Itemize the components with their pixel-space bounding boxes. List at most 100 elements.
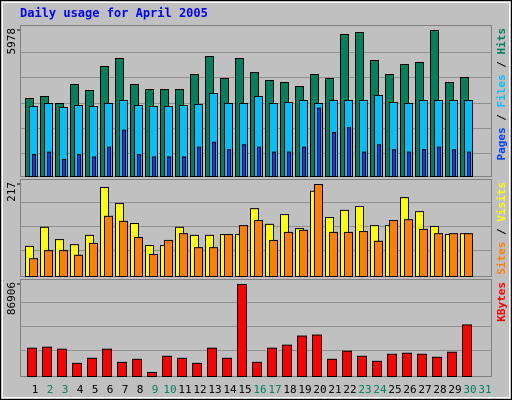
bar: [374, 240, 383, 278]
bar: [32, 154, 36, 178]
bar: [362, 151, 366, 178]
bar: [329, 231, 338, 278]
x-tick-label: 3: [62, 383, 69, 396]
bar: [107, 146, 111, 177]
bar: [372, 360, 382, 377]
bar: [327, 358, 337, 377]
bar: [257, 146, 261, 177]
bar: [392, 149, 396, 177]
legend-separator: /: [495, 55, 508, 75]
x-tick-label: 18: [283, 383, 296, 396]
x-tick-label: 10: [163, 383, 176, 396]
bar: [419, 228, 428, 277]
legend: Pages / Files / Hits: [495, 28, 508, 161]
bar: [192, 362, 202, 378]
bar: [449, 233, 458, 277]
bar: [194, 247, 203, 277]
x-tick-label: 8: [137, 383, 144, 396]
x-tick-label: 25: [388, 383, 401, 396]
bar: [237, 284, 247, 377]
bar: [44, 250, 53, 277]
bar: [432, 356, 442, 378]
bar: [422, 149, 426, 177]
x-tick-label: 15: [238, 383, 251, 396]
bar: [272, 151, 276, 178]
x-tick-label: 7: [122, 383, 129, 396]
bar: [134, 236, 143, 277]
bar: [132, 358, 142, 377]
bar: [462, 324, 472, 377]
x-tick-label: 9: [152, 383, 159, 396]
bar: [197, 146, 201, 177]
bar: [137, 154, 141, 178]
x-tick-label: 23: [358, 383, 371, 396]
bar: [177, 357, 187, 377]
x-tick-label: 11: [178, 383, 191, 396]
bar: [74, 254, 83, 278]
panel: [20, 279, 492, 377]
bar: [447, 351, 457, 377]
bar: [357, 355, 367, 378]
bar: [464, 233, 473, 277]
x-tick-label: 28: [433, 383, 446, 396]
bar: [102, 348, 112, 378]
bar: [242, 144, 246, 177]
y-tick-label: 217: [5, 182, 18, 202]
x-tick-label: 14: [223, 383, 237, 396]
x-tick-label: 17: [268, 383, 281, 396]
x-tick-label: 21: [328, 383, 341, 396]
legend-label: KBytes: [495, 282, 508, 322]
legend: KBytes: [495, 282, 508, 322]
bar: [227, 149, 231, 177]
bar: [332, 132, 336, 177]
legend-label: Sites: [495, 242, 508, 275]
bar: [224, 234, 233, 277]
bar: [239, 225, 248, 277]
bar: [62, 158, 66, 177]
bar: [27, 347, 37, 377]
bar: [344, 231, 353, 278]
legend-label: Files: [495, 74, 508, 107]
bar: [287, 151, 291, 178]
bar: [402, 352, 412, 378]
bar: [122, 129, 126, 178]
legend-label: Visits: [495, 182, 508, 222]
bar: [302, 146, 306, 177]
bar: [377, 144, 381, 177]
x-tick-label: 2: [47, 383, 54, 396]
bar: [47, 151, 51, 178]
bar: [222, 357, 232, 377]
bar: [437, 146, 441, 177]
bar: [164, 239, 173, 277]
x-tick-label: 4: [77, 383, 84, 396]
bar: [29, 258, 38, 277]
bar: [87, 357, 97, 377]
bar: [389, 220, 398, 277]
bar: [42, 346, 52, 378]
x-tick-label: 24: [373, 383, 387, 396]
x-tick-label: 5: [92, 383, 99, 396]
bar: [387, 353, 397, 377]
bar: [284, 231, 293, 278]
bar: [77, 154, 81, 178]
y-tick-label: 86906: [5, 282, 18, 315]
bar: [92, 156, 96, 177]
bar: [167, 156, 171, 177]
bar: [267, 347, 277, 377]
bar: [347, 127, 351, 178]
x-tick-label: 29: [448, 383, 461, 396]
bar: [404, 219, 413, 277]
bar: [314, 184, 323, 277]
chart-title: Daily usage for April 2005: [20, 6, 208, 20]
bar: [254, 220, 263, 277]
x-tick-label: 16: [253, 383, 266, 396]
bar: [207, 347, 217, 377]
bar: [209, 247, 218, 277]
bar: [149, 253, 158, 278]
bar: [117, 361, 127, 377]
x-tick-label: 1: [32, 383, 39, 396]
x-tick-label: 6: [107, 383, 114, 396]
legend-label: Pages: [495, 127, 508, 160]
